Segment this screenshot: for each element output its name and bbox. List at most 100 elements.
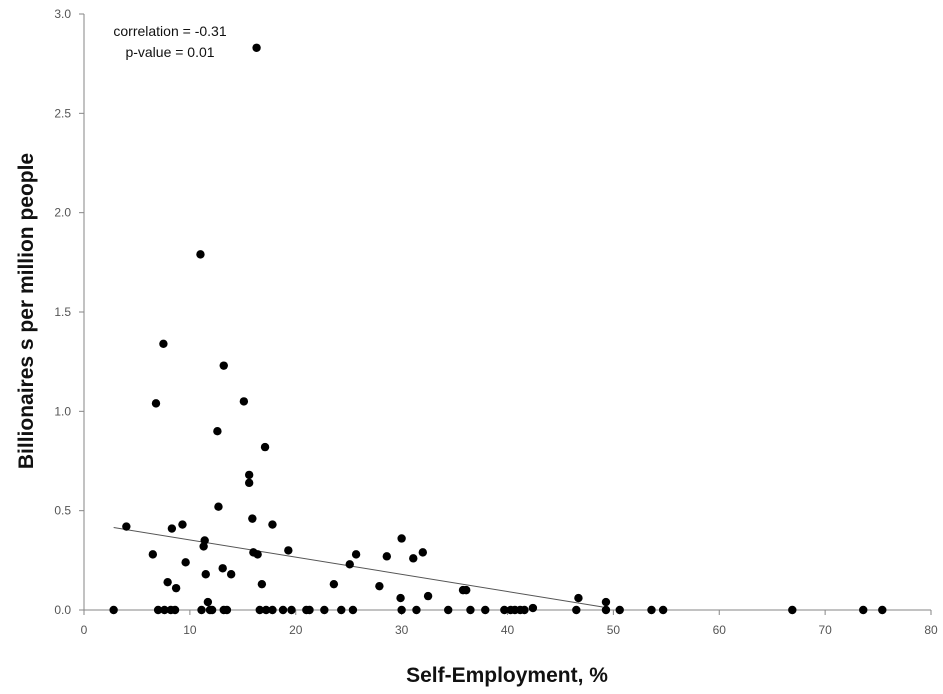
y-tick-label: 2.0 — [54, 206, 71, 220]
data-point — [203, 597, 213, 607]
data-point — [396, 593, 405, 603]
data-point — [345, 560, 354, 569]
data-point — [170, 605, 180, 615]
data-point — [647, 605, 656, 615]
trendline — [113, 527, 603, 608]
data-point — [163, 577, 172, 587]
x-tick-label: 20 — [289, 623, 303, 637]
data-point — [122, 522, 131, 531]
data-point — [218, 564, 227, 573]
axes: 0 10 20 30 40 50 60 70 80 0.0 0.5 1.0 1.5 2.0 2.5 3.0 — [54, 7, 938, 637]
data-point — [412, 605, 421, 615]
data-point — [178, 520, 187, 529]
data-point — [462, 585, 471, 595]
data-point — [244, 478, 254, 488]
x-tick-label: 60 — [713, 623, 727, 637]
data-point — [658, 605, 668, 615]
x-tick-label: 30 — [395, 623, 409, 637]
data-point — [181, 558, 190, 567]
x-axis-title: Self-Employment, % — [406, 664, 608, 687]
x-tick-label: 0 — [81, 623, 88, 637]
x-tick-label: 80 — [924, 623, 938, 637]
correlation-annotation: correlation = -0.31 — [113, 23, 226, 39]
data-point — [196, 250, 205, 259]
y-tick-label: 1.0 — [54, 404, 71, 418]
data-point — [109, 605, 118, 615]
data-point — [305, 605, 314, 615]
data-point — [329, 579, 339, 589]
data-points — [109, 43, 887, 615]
data-point — [320, 605, 329, 615]
y-axis-ticks: 0.0 0.5 1.0 1.5 2.0 2.5 3.0 — [54, 7, 84, 617]
data-point — [528, 603, 538, 613]
y-tick-label: 2.5 — [54, 106, 71, 120]
data-point — [859, 605, 868, 615]
data-point — [615, 605, 624, 615]
data-point — [255, 605, 264, 615]
data-point — [200, 536, 209, 545]
data-point — [159, 339, 168, 348]
data-point — [601, 605, 611, 615]
data-point — [788, 605, 797, 615]
data-point — [375, 581, 384, 591]
data-point — [574, 593, 583, 603]
data-point — [167, 524, 177, 533]
data-point — [520, 605, 529, 615]
data-point — [397, 534, 406, 543]
data-point — [878, 605, 887, 615]
y-tick-label: 0.0 — [54, 603, 71, 617]
data-point — [219, 361, 228, 370]
y-tick-label: 0.5 — [54, 504, 71, 518]
data-point — [278, 605, 288, 615]
data-point — [257, 579, 267, 589]
data-point — [418, 548, 427, 557]
x-tick-label: 10 — [183, 623, 197, 637]
data-point — [268, 605, 277, 615]
data-point — [171, 583, 181, 593]
data-point — [382, 552, 392, 561]
data-point — [423, 591, 433, 601]
y-tick-label: 1.5 — [54, 305, 71, 319]
data-point — [284, 546, 293, 555]
data-point — [213, 427, 222, 436]
data-point — [226, 570, 236, 579]
data-point — [444, 605, 453, 615]
data-point — [337, 605, 346, 615]
x-tick-label: 70 — [818, 623, 832, 637]
data-point — [222, 605, 232, 615]
data-point — [214, 502, 223, 511]
data-point — [160, 605, 169, 615]
data-point — [252, 43, 261, 52]
data-point — [253, 550, 262, 559]
data-point — [287, 605, 296, 615]
data-point — [244, 470, 254, 480]
data-point — [601, 597, 611, 607]
x-axis-ticks: 0 10 20 30 40 50 60 70 80 — [81, 610, 938, 637]
data-point — [409, 554, 418, 563]
data-point — [348, 605, 358, 615]
data-point — [201, 570, 210, 579]
data-point — [148, 550, 158, 559]
data-point — [466, 605, 475, 615]
data-point — [268, 520, 277, 529]
data-point — [261, 605, 271, 615]
data-point — [351, 550, 361, 559]
y-axis-title: Billionaires s per million people — [15, 153, 38, 469]
data-point — [248, 514, 257, 523]
data-point — [239, 397, 249, 406]
x-tick-label: 40 — [501, 623, 515, 637]
data-point — [153, 605, 163, 615]
data-point — [481, 605, 490, 615]
x-tick-label: 50 — [607, 623, 621, 637]
data-point — [500, 605, 509, 615]
y-tick-label: 3.0 — [54, 7, 71, 21]
data-point — [260, 442, 270, 452]
data-point — [397, 605, 406, 615]
data-point — [572, 605, 581, 615]
p-value-annotation: p-value = 0.01 — [125, 44, 214, 60]
data-point — [197, 605, 206, 615]
data-point — [151, 399, 161, 408]
data-point — [207, 605, 217, 615]
